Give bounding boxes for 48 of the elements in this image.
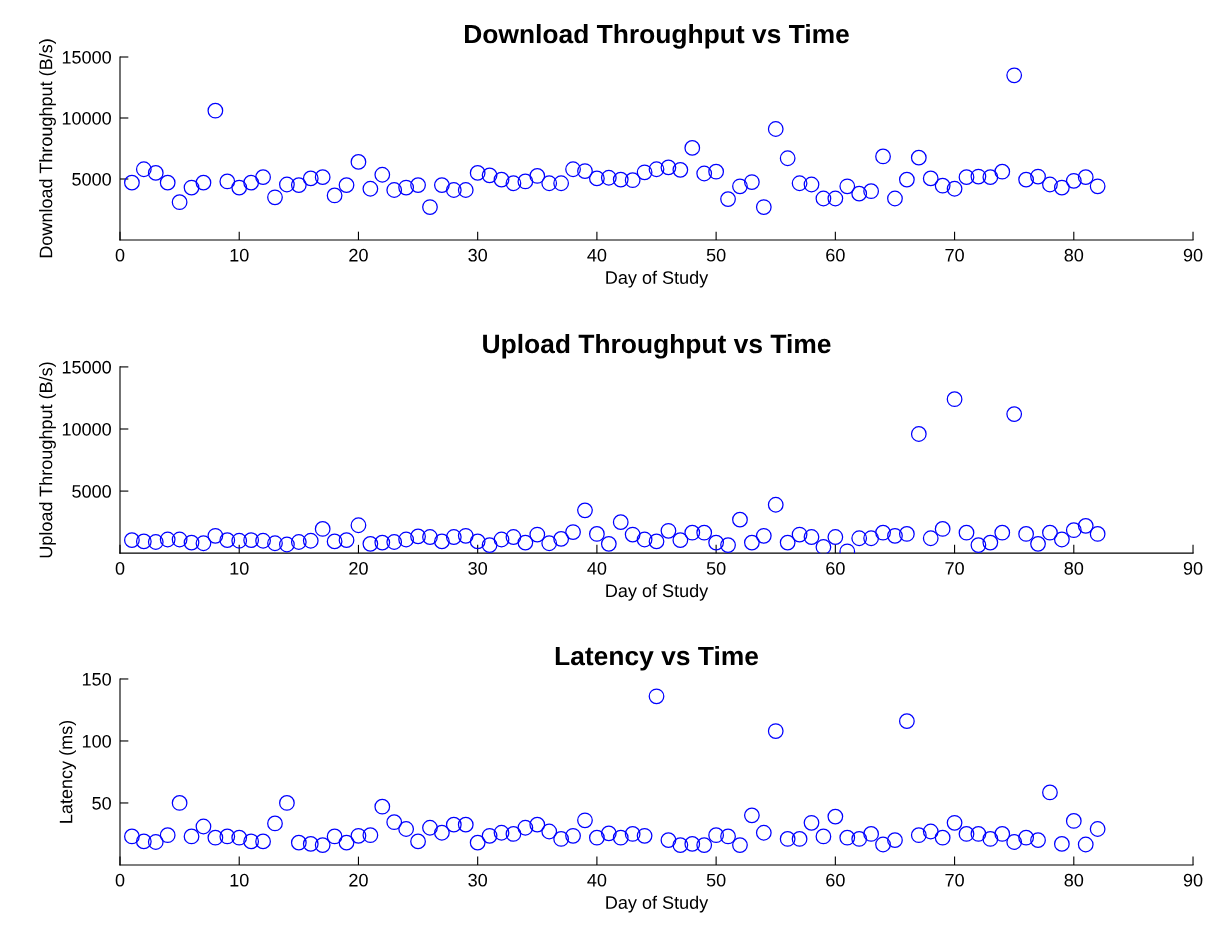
chart-title: Download Throughput vs Time bbox=[465, 23, 849, 49]
x-tick-label: 10 bbox=[230, 873, 249, 887]
x-tick-label: 60 bbox=[826, 561, 845, 575]
x-tick-label: 90 bbox=[1183, 561, 1203, 575]
x-tick-label: 0 bbox=[115, 561, 125, 575]
x-axis-title: Day of Study bbox=[606, 895, 709, 913]
chart-title: Latency vs Time bbox=[555, 645, 759, 671]
x-tick-label: 40 bbox=[587, 873, 607, 887]
x-tick-label: 20 bbox=[349, 248, 368, 262]
x-tick-label: 70 bbox=[945, 248, 964, 262]
x-tick-label: 40 bbox=[587, 561, 607, 575]
x-tick-label: 10 bbox=[230, 248, 249, 262]
x-tick-label: 80 bbox=[1064, 248, 1084, 262]
x-tick-label: 0 bbox=[115, 873, 125, 887]
y-tick-label: 5000 bbox=[72, 172, 111, 186]
x-tick-label: 30 bbox=[468, 248, 488, 262]
x-tick-label: 20 bbox=[349, 873, 368, 887]
x-tick-label: 70 bbox=[945, 561, 964, 575]
x-tick-label: 70 bbox=[945, 873, 964, 887]
x-tick-label: 20 bbox=[349, 561, 368, 575]
x-tick-label: 10 bbox=[230, 561, 249, 575]
y-tick-label: 5000 bbox=[72, 485, 111, 498]
y-tick-label: 15000 bbox=[62, 360, 111, 374]
x-tick-label: 40 bbox=[587, 248, 607, 262]
y-tick-label: 100 bbox=[82, 734, 111, 748]
x-tick-label: 50 bbox=[706, 561, 726, 575]
x-axis-title: Day of Study bbox=[606, 270, 709, 288]
y-tick-label: 15000 bbox=[62, 50, 111, 64]
y-axis-title: Upload Throughput (B/s) bbox=[39, 362, 56, 558]
chart-title: Upload Throughput vs Time bbox=[483, 333, 831, 359]
y-tick-label: 50 bbox=[92, 796, 111, 810]
y-tick-label: 10000 bbox=[62, 111, 111, 125]
x-tick-label: 80 bbox=[1064, 561, 1084, 575]
y-tick-label: 150 bbox=[82, 672, 111, 686]
x-tick-label: 50 bbox=[706, 248, 726, 262]
y-axis-title: Latency (ms) bbox=[59, 720, 76, 823]
x-axis-title: Day of Study bbox=[606, 583, 709, 601]
x-tick-label: 0 bbox=[115, 248, 125, 262]
x-tick-label: 60 bbox=[826, 248, 845, 262]
y-tick-label: 10000 bbox=[62, 422, 111, 436]
x-tick-label: 30 bbox=[468, 561, 488, 575]
x-tick-label: 90 bbox=[1183, 248, 1203, 262]
y-axis-title: Download Throughput (B/s) bbox=[39, 39, 56, 258]
x-tick-label: 80 bbox=[1064, 873, 1084, 887]
x-tick-label: 60 bbox=[826, 873, 845, 887]
x-tick-label: 30 bbox=[468, 873, 488, 887]
x-tick-label: 90 bbox=[1183, 873, 1203, 887]
x-tick-label: 50 bbox=[706, 873, 726, 887]
